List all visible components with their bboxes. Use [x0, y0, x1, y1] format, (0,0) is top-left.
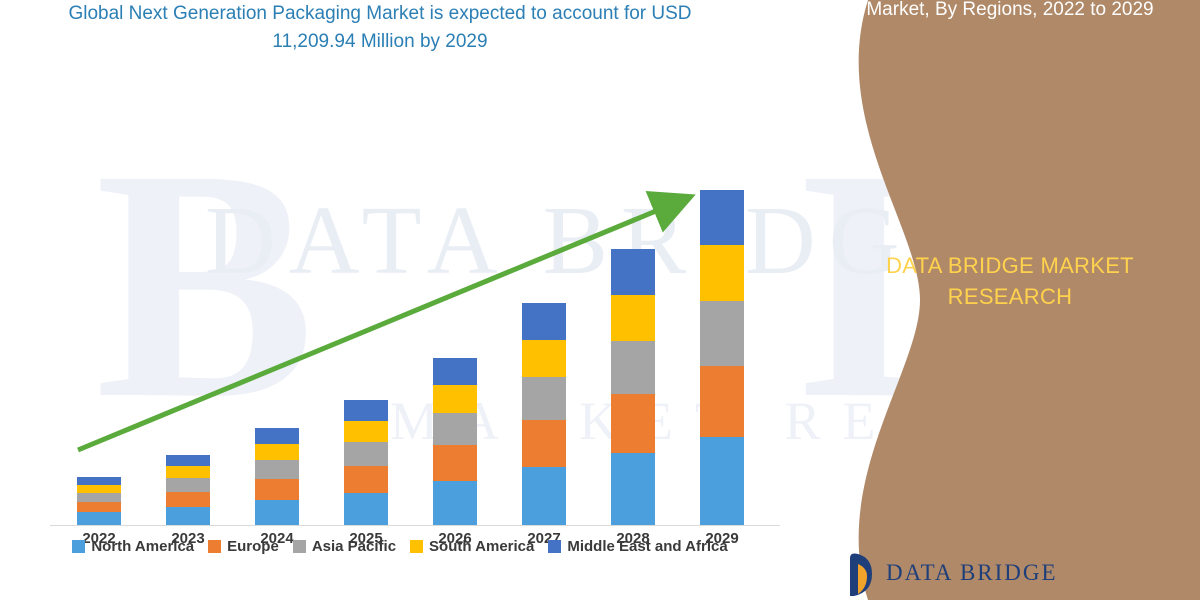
bar-segment-asia-pacific	[255, 460, 299, 479]
bar-2024	[255, 428, 299, 525]
bar-segment-south-america	[522, 340, 566, 378]
legend-item-middle-east-and-africa[interactable]: Middle East and Africa	[548, 538, 728, 555]
x-axis-label-2023: 2023	[171, 530, 205, 547]
brand-name-line1: DATA BRIDGE MARKET	[886, 253, 1134, 278]
legend-swatch-icon	[548, 540, 562, 553]
bar-segment-south-america	[344, 421, 388, 442]
x-axis-label-2029: 2029	[705, 530, 739, 547]
legend-item-north-america[interactable]: North America	[72, 538, 194, 555]
legend-item-europe[interactable]: Europe	[208, 538, 279, 555]
legend-label: Europe	[227, 538, 279, 555]
company-logo-text: DATA BRIDGE	[886, 560, 1058, 585]
bar-segment-europe	[344, 466, 388, 493]
x-axis-label-2025: 2025	[349, 530, 383, 547]
legend-label: Asia Pacific	[311, 538, 397, 555]
bar-segment-middle-east-and-africa	[522, 303, 566, 341]
bar-segment-south-america	[611, 295, 655, 342]
bar-segment-middle-east-and-africa	[700, 190, 744, 246]
chart-plot-area	[55, 100, 775, 525]
legend-swatch-icon	[410, 540, 424, 553]
brand-panel-shape	[858, 0, 1200, 600]
bar-segment-south-america	[255, 444, 299, 461]
bar-segment-north-america	[166, 506, 210, 525]
bar-segment-south-america	[700, 245, 744, 301]
company-logo-icon	[850, 553, 872, 596]
bar-segment-south-america	[166, 466, 210, 478]
bar-segment-asia-pacific	[700, 300, 744, 366]
brand-name-line2: RESEARCH	[947, 284, 1073, 309]
bar-segment-europe	[522, 419, 566, 468]
legend-swatch-icon	[292, 540, 306, 553]
bar-segment-south-america	[433, 385, 477, 413]
brand-panel-title: Market, By Regions, 2022 to 2029	[866, 0, 1154, 20]
bar-segment-europe	[77, 501, 121, 513]
bar-segment-middle-east-and-africa	[344, 400, 388, 422]
bar-segment-north-america	[255, 499, 299, 525]
bar-segment-middle-east-and-africa	[255, 428, 299, 445]
bar-segment-north-america	[77, 512, 121, 525]
legend-swatch-icon	[208, 540, 222, 553]
brand-name: DATA BRIDGE MARKET RESEARCH	[830, 250, 1190, 312]
x-axis-label-2022: 2022	[82, 530, 116, 547]
x-axis-label-2028: 2028	[616, 530, 650, 547]
bar-segment-asia-pacific	[77, 492, 121, 502]
bar-2028	[611, 248, 655, 525]
bar-segment-south-america	[77, 484, 121, 493]
bar-segment-north-america	[700, 437, 744, 525]
bar-segment-north-america	[344, 492, 388, 525]
bar-2023	[166, 454, 210, 525]
bar-2027	[522, 303, 566, 525]
bar-segment-middle-east-and-africa	[77, 476, 121, 485]
legend-label: South America	[429, 538, 535, 555]
brand-panel-content: Market, By Regions, 2022 to 2029 2029 20…	[800, 0, 1200, 600]
bar-segment-middle-east-and-africa	[611, 248, 655, 296]
bar-segment-asia-pacific	[166, 477, 210, 492]
x-axis-label-2024: 2024	[260, 530, 294, 547]
bar-segment-north-america	[433, 481, 477, 525]
bar-segment-asia-pacific	[611, 341, 655, 395]
bar-segment-europe	[166, 491, 210, 507]
bar-segment-middle-east-and-africa	[433, 357, 477, 386]
bar-2026	[433, 357, 477, 525]
bar-segment-europe	[433, 445, 477, 482]
legend-item-south-america[interactable]: South America	[410, 538, 534, 555]
chart-title: Global Next Generation Packaging Market …	[68, 3, 692, 52]
bar-segment-middle-east-and-africa	[166, 454, 210, 467]
legend-swatch-icon	[72, 540, 86, 553]
legend-label: Middle East and Africa	[567, 538, 728, 555]
x-axis-line	[50, 525, 780, 526]
legend-item-asia-pacific[interactable]: Asia Pacific	[292, 538, 397, 555]
bar-segment-asia-pacific	[433, 412, 477, 446]
bar-2022	[77, 476, 121, 525]
bar-2029	[700, 190, 744, 525]
bar-segment-asia-pacific	[344, 441, 388, 467]
bar-segment-asia-pacific	[522, 377, 566, 420]
legend-label: North America	[91, 538, 195, 555]
bar-segment-europe	[700, 365, 744, 438]
bar-segment-europe	[255, 478, 299, 500]
stacked-bar-chart: 2022 2023 2024 2025 2026 2027 2028 2029	[0, 60, 800, 547]
bar-segment-north-america	[522, 467, 566, 525]
x-axis-label-2026: 2026	[438, 530, 472, 547]
bar-segment-north-america	[611, 453, 655, 525]
brand-panel	[800, 0, 1200, 600]
bar-segment-europe	[611, 394, 655, 454]
bar-2025	[344, 400, 388, 525]
chart-legend: North America Europe Asia Pacific South Ame…	[0, 538, 800, 555]
